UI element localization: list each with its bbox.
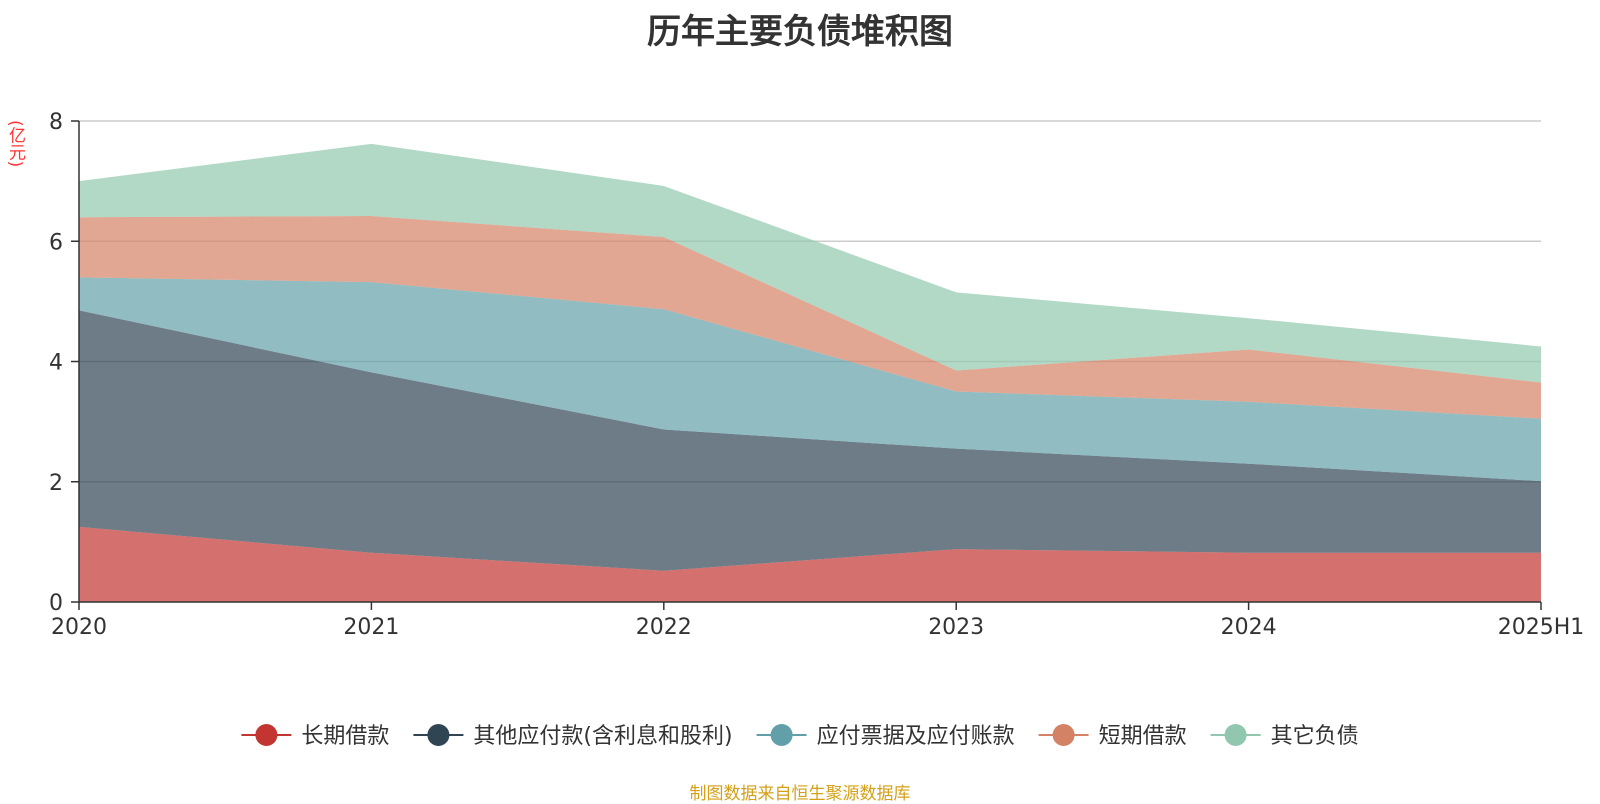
y-tick-label: 6 — [49, 230, 63, 255]
legend-label: 应付票据及应付账款 — [817, 724, 1015, 749]
series-area-4 — [79, 143, 1541, 383]
data-source-note: 制图数据来自恒生聚源数据库 — [689, 784, 911, 804]
x-tick-label: 2022 — [636, 615, 692, 640]
legend-label: 长期借款 — [301, 724, 389, 749]
y-tick-label: 4 — [49, 351, 63, 376]
legend-marker — [1224, 724, 1247, 746]
x-tick-label: 2025H1 — [1498, 615, 1585, 640]
series-area-0 — [79, 526, 1541, 602]
legend-item: 应付票据及应付账款 — [756, 724, 1015, 749]
legend-marker — [255, 724, 278, 746]
axes: 0 2 4 6 8 2020 2021 2022 2023 2024 2025H1 — [49, 110, 1584, 640]
legend-label: 其它负债 — [1271, 724, 1359, 749]
y-tick-label: 2 — [49, 471, 63, 496]
x-tick-label: 2023 — [928, 615, 984, 640]
x-tick-label: 2024 — [1221, 615, 1277, 640]
y-tick-label: 8 — [49, 110, 63, 135]
series-area-3 — [79, 216, 1541, 419]
series-area-1 — [79, 310, 1541, 571]
legend-label: 其他应付款(含利息和股利) — [473, 724, 732, 749]
chart-title: 历年主要负债堆积图 — [647, 12, 953, 52]
legend-item: 短期借款 — [1038, 724, 1187, 749]
legend-marker — [1052, 724, 1075, 746]
legend-item: 其它负债 — [1210, 724, 1359, 749]
legend-marker — [770, 724, 793, 746]
x-tick-label: 2020 — [51, 615, 107, 640]
legend-item: 其他应付款(含利息和股利) — [413, 724, 733, 749]
legend-label: 短期借款 — [1099, 724, 1187, 749]
y-tick-label: 0 — [49, 591, 63, 616]
legend: 长期借款 其他应付款(含利息和股利) 应付票据及应付账款 短期借款 其它负债 — [241, 724, 1359, 749]
legend-marker — [427, 724, 450, 746]
series-area-2 — [79, 277, 1541, 482]
x-tick-label: 2021 — [343, 615, 399, 640]
legend-item: 长期借款 — [241, 724, 389, 749]
series-areas — [79, 143, 1541, 602]
y-unit-label: (亿元) — [5, 120, 25, 168]
